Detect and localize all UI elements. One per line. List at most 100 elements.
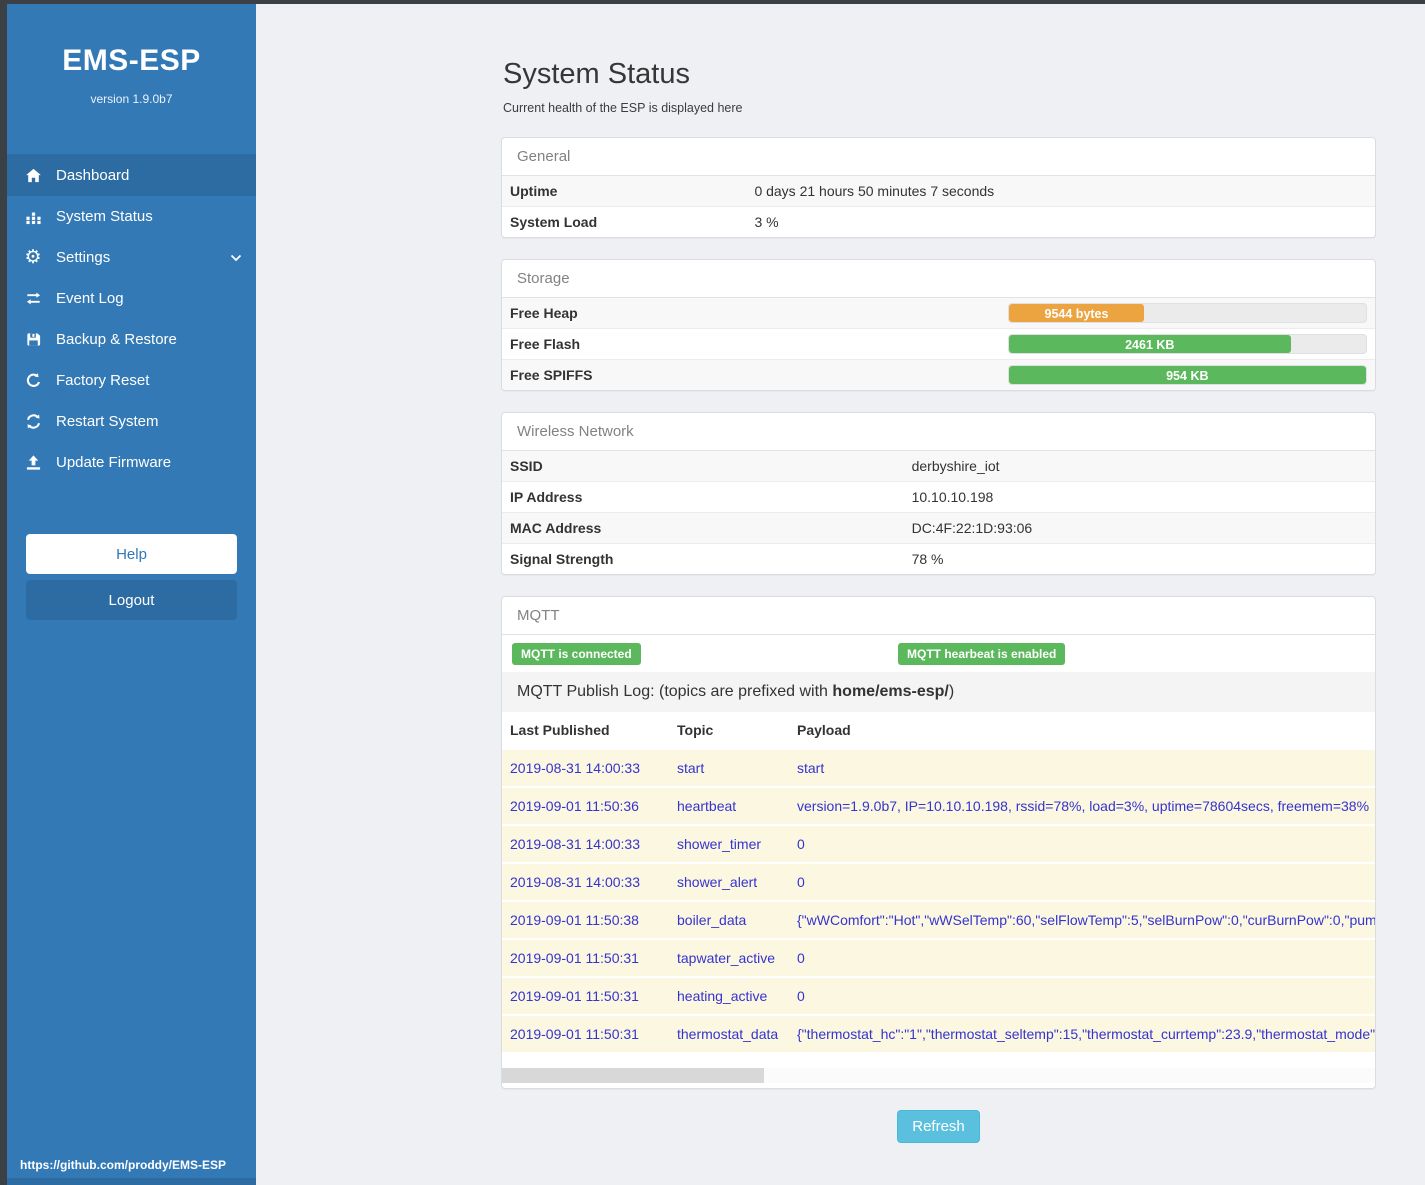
mqtt-heartbeat-badge: MQTT hearbeat is enabled <box>898 642 1066 665</box>
github-link[interactable]: https://github.com/proddy/EMS-ESP <box>20 1158 226 1172</box>
horizontal-scrollbar-thumb[interactable] <box>502 1068 764 1083</box>
window-top-border <box>0 0 1425 4</box>
rotate-icon <box>23 372 43 389</box>
app-title: EMS-ESP <box>62 44 201 77</box>
sidebar-item-label: Update Firmware <box>56 454 172 471</box>
main-content: System Status Current health of the ESP … <box>256 0 1425 1185</box>
row-label: Free SPIFFS <box>510 367 593 383</box>
home-icon <box>23 167 43 184</box>
row-label: Free Flash <box>510 336 581 352</box>
sidebar-item-update-firmware[interactable]: Update Firmware <box>7 442 256 483</box>
col-header-topic: Topic <box>669 712 789 750</box>
row-label: MAC Address <box>510 520 602 536</box>
publish-log-topic-prefix: home/ems-esp/ <box>832 683 949 700</box>
log-date: 2019-09-01 11:50:31 <box>510 1026 639 1042</box>
panel-wireless-title: Wireless Network <box>502 413 1375 451</box>
log-topic: start <box>677 760 705 776</box>
sidebar-item-dashboard[interactable]: Dashboard <box>7 155 256 196</box>
free-heap-progress: 9544 bytes <box>1007 303 1367 323</box>
help-button[interactable]: Help <box>26 534 237 574</box>
sidebar-item-label: Factory Reset <box>56 372 150 389</box>
sidebar-item-label: Restart System <box>56 413 159 430</box>
sidebar-buttons: Help Logout <box>7 534 256 620</box>
horizontal-scrollbar-track <box>502 1068 1375 1083</box>
panel-general: General Uptime 0 days 21 hours 50 minute… <box>501 137 1376 238</box>
sidebar-item-factory-reset[interactable]: Factory Reset <box>7 360 256 401</box>
table-row: 2019-09-01 11:50:36 heartbeat version=1.… <box>502 787 1375 825</box>
log-date: 2019-09-01 11:50:38 <box>510 912 639 928</box>
row-value: 10.10.10.198 <box>911 489 994 505</box>
row-value: 78 % <box>911 551 944 567</box>
panel-storage: Storage Free Heap 9544 bytes Free Flash … <box>501 259 1376 391</box>
table-header-row: Last Published Topic Payload <box>502 712 1375 750</box>
log-date: 2019-08-31 14:00:33 <box>510 836 640 852</box>
upload-icon <box>23 454 43 471</box>
col-header-last-published: Last Published <box>502 712 669 750</box>
sidebar: EMS-ESP version 1.9.0b7 Dashboard Sy <box>0 0 256 1185</box>
sidebar-menu: Dashboard System Status ⚙ Settings <box>7 154 256 483</box>
sidebar-item-backup-restore[interactable]: Backup & Restore <box>7 319 256 360</box>
log-payload: 0 <box>797 950 805 966</box>
log-topic: shower_timer <box>677 836 762 852</box>
sidebar-item-event-log[interactable]: Event Log <box>7 278 256 319</box>
progress-fill: 954 KB <box>1008 366 1366 384</box>
table-row: 2019-09-01 11:50:31 thermostat_data {"th… <box>502 1015 1375 1052</box>
row-value: DC:4F:22:1D:93:06 <box>911 520 1033 536</box>
table-row: 2019-09-01 11:50:38 boiler_data {"wWComf… <box>502 901 1375 939</box>
row-label: Free Heap <box>510 305 578 321</box>
row-label: IP Address <box>510 489 583 505</box>
log-payload: version=1.9.0b7, IP=10.10.10.198, rssid=… <box>797 798 1370 814</box>
log-topic: boiler_data <box>677 912 747 928</box>
log-payload: start <box>797 760 825 776</box>
log-topic: heartbeat <box>677 798 737 814</box>
row-value: 3 % <box>754 214 779 230</box>
log-date: 2019-09-01 11:50:36 <box>510 798 639 814</box>
sidebar-item-restart-system[interactable]: Restart System <box>7 401 256 442</box>
panel-mqtt-title: MQTT <box>502 597 1375 635</box>
sidebar-item-label: Event Log <box>56 290 124 307</box>
brand: EMS-ESP version 1.9.0b7 <box>7 0 256 106</box>
table-row: Free Flash 2461 KB <box>502 328 1375 360</box>
sidebar-item-system-status[interactable]: System Status <box>7 196 256 237</box>
log-payload: {"wWComfort":"Hot","wWSelTemp":60,"selFl… <box>797 912 1375 928</box>
table-row: 2019-08-31 14:00:33 shower_alert 0 <box>502 863 1375 901</box>
free-spiffs-progress: 954 KB <box>1007 365 1367 385</box>
table-row: 2019-09-01 11:50:31 heating_active 0 <box>502 977 1375 1015</box>
log-date: 2019-09-01 11:50:31 <box>510 950 639 966</box>
table-row: MAC Address DC:4F:22:1D:93:06 <box>502 512 1375 544</box>
system-status-icon <box>23 208 43 225</box>
table-row: Uptime 0 days 21 hours 50 minutes 7 seco… <box>502 176 1375 207</box>
chevron-down-icon <box>230 254 242 262</box>
panel-storage-title: Storage <box>502 260 1375 298</box>
table-row: 2019-08-31 14:00:33 start start <box>502 749 1375 787</box>
mqtt-status-row: MQTT is connected MQTT hearbeat is enabl… <box>502 635 1375 672</box>
row-value: derbyshire_iot <box>911 458 1000 474</box>
log-payload: {"thermostat_hc":"1","thermostat_seltemp… <box>797 1026 1375 1042</box>
row-label: Uptime <box>510 183 558 199</box>
table-row: Free Heap 9544 bytes <box>502 298 1375 329</box>
refresh-button[interactable]: Refresh <box>897 1110 980 1143</box>
progress-fill: 2461 KB <box>1008 335 1291 353</box>
page-subtitle: Current health of the ESP is displayed h… <box>503 101 743 115</box>
sidebar-item-label: Dashboard <box>56 167 130 184</box>
panel-mqtt: MQTT MQTT is connected MQTT hearbeat is … <box>501 596 1376 1089</box>
panel-wireless: Wireless Network SSID derbyshire_iot IP … <box>501 412 1376 575</box>
sidebar-item-label: Backup & Restore <box>56 331 177 348</box>
table-row: IP Address 10.10.10.198 <box>502 481 1375 513</box>
table-row: SSID derbyshire_iot <box>502 451 1375 482</box>
log-topic: shower_alert <box>677 874 758 890</box>
log-date: 2019-09-01 11:50:31 <box>510 988 639 1004</box>
log-payload: 0 <box>797 874 805 890</box>
sidebar-item-label: Settings <box>56 249 111 266</box>
sidebar-item-label: System Status <box>56 208 153 225</box>
exchange-icon <box>23 290 43 307</box>
logout-button[interactable]: Logout <box>26 580 237 620</box>
sidebar-item-settings[interactable]: ⚙ Settings <box>7 237 256 278</box>
col-header-payload: Payload <box>789 712 1375 750</box>
log-topic: tapwater_active <box>677 950 776 966</box>
progress-fill: 9544 bytes <box>1008 304 1145 322</box>
publish-log-prefix: MQTT Publish Log: (topics are prefixed w… <box>517 683 833 700</box>
panel-general-title: General <box>502 138 1375 176</box>
log-date: 2019-08-31 14:00:33 <box>510 874 640 890</box>
